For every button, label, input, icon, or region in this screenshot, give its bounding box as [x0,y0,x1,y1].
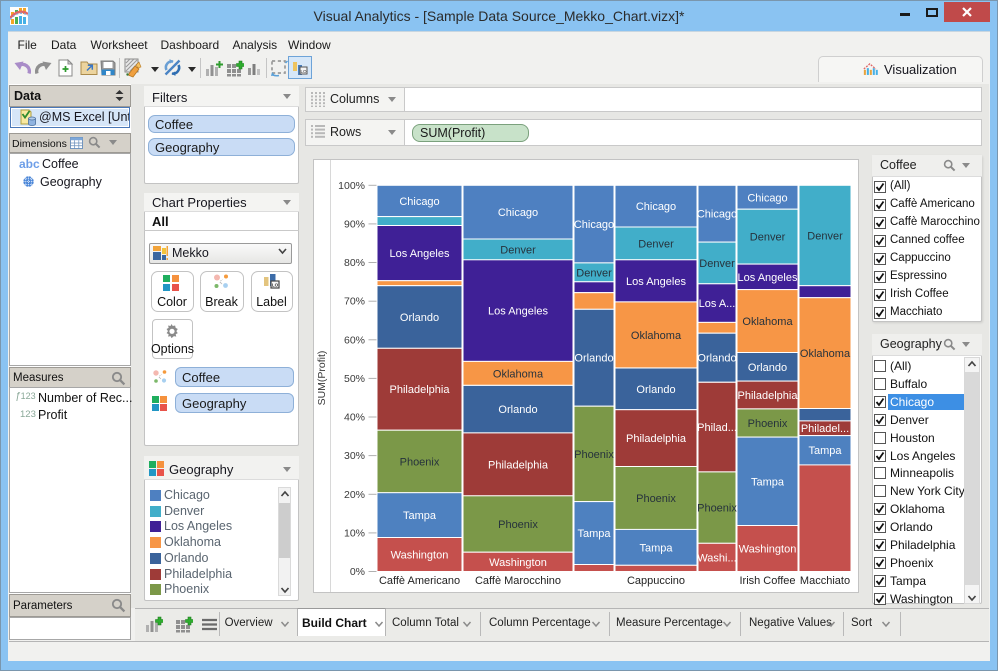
svg-text:LO: LO [300,69,307,74]
svg-text:Orlando: Orlando [400,312,439,324]
svg-text:20%: 20% [344,489,365,501]
svg-text:50%: 50% [344,373,365,385]
svg-text:Chicago: Chicago [498,207,538,219]
svg-text:10%: 10% [344,527,365,539]
svg-text:Orlando: Orlando [498,404,537,416]
svg-text:Orlando: Orlando [697,353,736,365]
svg-text:Oklahoma: Oklahoma [631,330,682,342]
svg-text:Chicago: Chicago [399,196,439,208]
svg-text:Tampa: Tampa [808,445,842,457]
svg-text:Tampa: Tampa [751,476,785,488]
svg-text:Tampa: Tampa [403,510,437,522]
svg-text:Denver: Denver [638,238,674,250]
svg-text:Caffè Marocchino: Caffè Marocchino [475,575,561,587]
svg-text:Washington: Washington [739,544,797,556]
svg-text:LO: LO [272,283,279,288]
svg-text:Philadelphia: Philadelphia [488,459,549,471]
svg-text:Irish Coffee: Irish Coffee [739,575,795,587]
svg-text:Cappuccino: Cappuccino [627,575,685,587]
svg-text:Phoenix: Phoenix [498,519,538,531]
svg-text:Orlando: Orlando [748,362,787,374]
svg-text:Oklahoma: Oklahoma [493,368,544,380]
svg-text:Caffè Americano: Caffè Americano [379,575,460,587]
svg-text:Phoenix: Phoenix [697,503,737,515]
svg-text:Philadelphia: Philadelphia [390,384,451,396]
svg-text:80%: 80% [344,257,365,269]
svg-text:Philad...: Philad... [697,422,737,434]
svg-text:Tampa: Tampa [577,528,611,540]
svg-text:Denver: Denver [699,258,735,270]
svg-text:Orlando: Orlando [574,353,613,365]
svg-text:Los A...: Los A... [699,298,736,310]
svg-text:Philadelphia: Philadelphia [738,390,799,402]
svg-text:70%: 70% [344,296,365,308]
svg-text:60%: 60% [344,334,365,346]
svg-text:Washi...: Washi... [697,552,736,564]
svg-text:30%: 30% [344,450,365,462]
svg-text:Oklahoma: Oklahoma [742,316,793,328]
svg-text:Phoenix: Phoenix [574,449,614,461]
svg-text:100%: 100% [338,180,365,192]
svg-text:0%: 0% [350,566,365,578]
svg-text:Chicago: Chicago [697,209,737,221]
svg-text:Los Angeles: Los Angeles [626,276,686,288]
svg-text:Oklahoma: Oklahoma [800,348,851,360]
svg-text:Philadelphia: Philadelphia [626,433,687,445]
svg-text:Denver: Denver [807,231,843,243]
svg-text:Chicago: Chicago [747,192,787,204]
svg-text:Tampa: Tampa [639,542,673,554]
svg-text:Phoenix: Phoenix [636,493,676,505]
svg-text:Los Angeles: Los Angeles [488,306,548,318]
svg-text:Denver: Denver [576,267,612,279]
svg-text:Los Angeles: Los Angeles [390,248,450,260]
svg-text:SUM(Profit): SUM(Profit) [316,351,328,406]
svg-text:Philadel...: Philadel... [801,423,849,435]
svg-text:Denver: Denver [750,232,786,244]
svg-text:Chicago: Chicago [636,201,676,213]
svg-text:Washington: Washington [489,557,547,569]
svg-text:Washington: Washington [391,550,449,562]
svg-text:Denver: Denver [500,244,536,256]
svg-text:Macchiato: Macchiato [800,575,850,587]
svg-text:Chicago: Chicago [574,219,614,231]
svg-text:Phoenix: Phoenix [748,418,788,430]
svg-text:40%: 40% [344,412,365,424]
svg-text:90%: 90% [344,218,365,230]
svg-text:Los Angeles: Los Angeles [738,272,798,284]
svg-text:Phoenix: Phoenix [400,456,440,468]
svg-text:Orlando: Orlando [636,384,675,396]
